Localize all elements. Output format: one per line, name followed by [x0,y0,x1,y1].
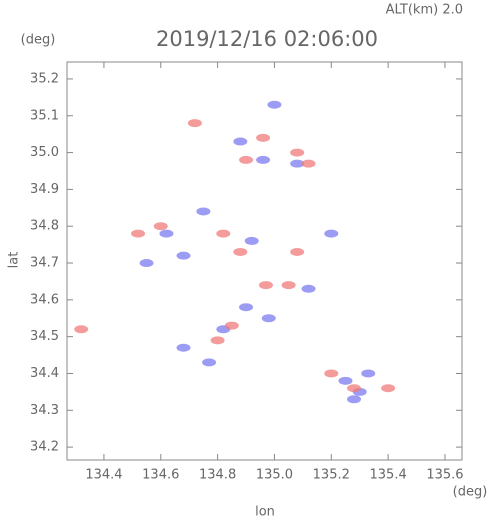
x-axis-label: lon [255,505,275,520]
echo-point [267,100,282,109]
echo-point [338,376,353,385]
echo-point [256,155,271,164]
x-tick-label: 134.4 [85,468,122,483]
echo-point [176,343,191,352]
y-tick-label: 34.2 [30,440,59,455]
y-tick-label: 35.1 [30,108,59,123]
echo-point [281,281,296,290]
echo-point [290,247,305,256]
echo-point [347,384,362,393]
echo-point [216,229,231,238]
y-tick-label: 34.5 [30,329,59,344]
echo-point [361,369,376,378]
y-tick-label: 34.6 [30,292,59,307]
x-tick-label: 135.4 [370,468,407,483]
x-tick-label: 134.8 [199,468,236,483]
y-tick-label: 34.7 [30,256,59,271]
altitude-label: ALT(km) 2.0 [386,3,463,18]
x-tick-label: 135.0 [256,468,293,483]
x-tick-label: 134.6 [142,468,179,483]
echo-point [210,336,225,345]
plot-frame [66,61,463,461]
y-unit: (deg) [21,33,56,48]
echo-point [261,314,276,323]
echo-point [239,303,254,312]
echo-point [381,384,396,393]
chart-title: 2019/12/16 02:06:00 [156,27,378,51]
echo-point [290,148,305,157]
y-tick-label: 34.8 [30,219,59,234]
echo-point [139,259,154,268]
echo-point [256,133,271,142]
y-tick-label: 34.4 [30,366,59,381]
echo-point [324,229,339,238]
x-tick-label: 135.2 [313,468,350,483]
x-tick-label: 135.6 [426,468,463,483]
echo-point [244,236,259,245]
y-tick-label: 35.0 [30,145,59,160]
y-tick-label: 34.9 [30,182,59,197]
x-unit: (deg) [453,485,488,500]
echo-point [301,159,316,168]
echo-point [347,395,362,404]
echo-point [153,222,168,231]
echo-point [159,229,174,238]
echo-point [196,207,211,216]
echo-point [224,321,239,330]
echo-point [233,137,248,146]
echo-point [239,155,254,164]
y-tick-label: 34.3 [30,403,59,418]
echo-point [324,369,339,378]
echo-point [290,159,305,168]
echo-point [176,251,191,260]
echo-point [202,358,217,367]
echo-point [74,325,89,334]
echo-point [131,229,146,238]
echo-point [301,284,316,293]
echo-point [233,247,248,256]
y-axis-label: lat [7,252,22,269]
echo-point [258,281,273,290]
echo-point [187,119,202,128]
y-tick-label: 35.2 [30,71,59,86]
